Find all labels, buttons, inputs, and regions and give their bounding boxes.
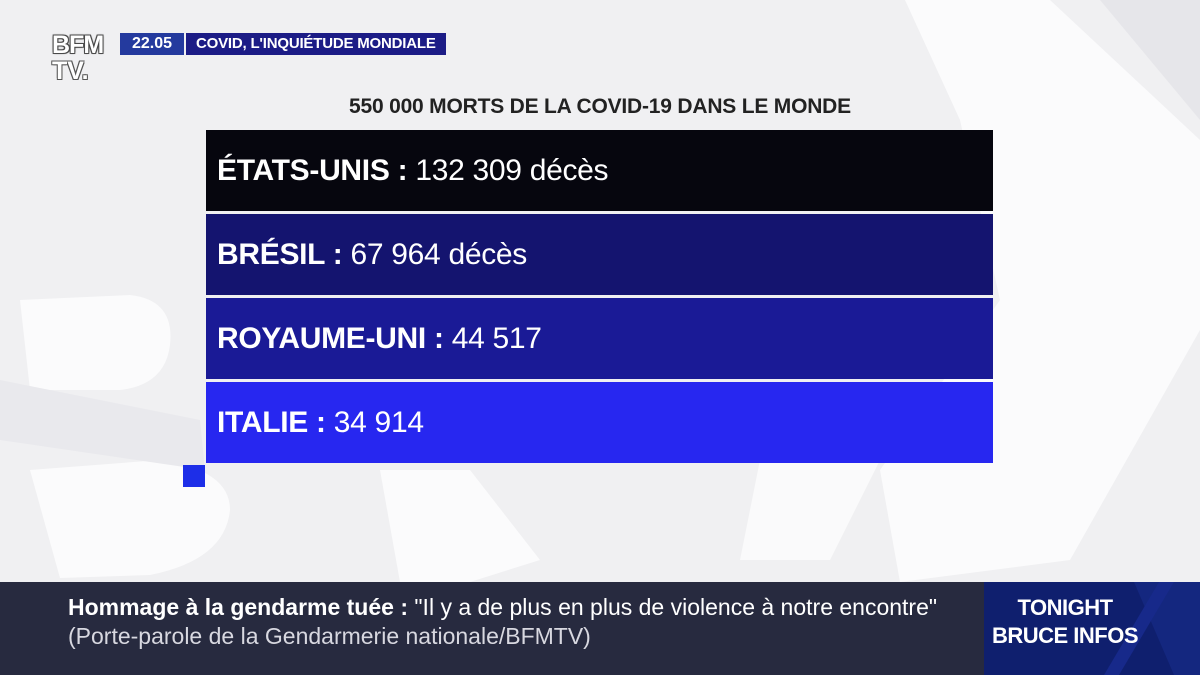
bfmtv-logo: BFM TV. (52, 32, 118, 88)
ticker-quote: "Il y a de plus en plus de violence à no… (414, 594, 938, 620)
card-headline: 550 000 MORTS DE LA COVID-19 DANS LE MON… (349, 95, 851, 118)
accent-square (183, 465, 205, 487)
show-panel (984, 582, 1200, 675)
country-name: ROYAUME-UNI : (217, 322, 444, 355)
ticker-source: (Porte-parole de la Gendarmerie national… (68, 623, 591, 649)
country-row-uk: ROYAUME-UNI : 44 517 (206, 298, 993, 379)
death-count: 132 309 décès (415, 154, 609, 187)
country-name: ÉTATS-UNIS : (217, 154, 408, 187)
logo-line-1: BFM (52, 31, 104, 59)
news-ticker-bar (0, 582, 984, 675)
time-badge: 22.05 (120, 33, 184, 55)
logo-line-2: TV. (52, 57, 89, 85)
news-ticker-text: Hommage à la gendarme tuée : "Il y a de … (68, 593, 978, 651)
death-count: 34 914 (333, 406, 424, 439)
topic-banner: COVID, L'INQUIÉTUDE MONDIALE (186, 33, 446, 55)
country-row-brazil: BRÉSIL : 67 964 décès (206, 214, 993, 295)
show-title: TONIGHT BRUCE INFOS (990, 594, 1140, 650)
ticker-headline: Hommage à la gendarme tuée : (68, 594, 408, 620)
show-title-line-1: TONIGHT (1017, 595, 1113, 620)
death-count: 44 517 (451, 322, 542, 355)
death-count: 67 964 décès (350, 238, 527, 271)
country-name: BRÉSIL : (217, 238, 343, 271)
country-row-usa: ÉTATS-UNIS : 132 309 décès (206, 130, 993, 211)
show-panel-pattern (1104, 582, 1200, 675)
show-title-line-2: BRUCE INFOS (991, 623, 1139, 648)
country-row-italy: ITALIE : 34 914 (206, 382, 993, 463)
country-name: ITALIE : (217, 406, 326, 439)
